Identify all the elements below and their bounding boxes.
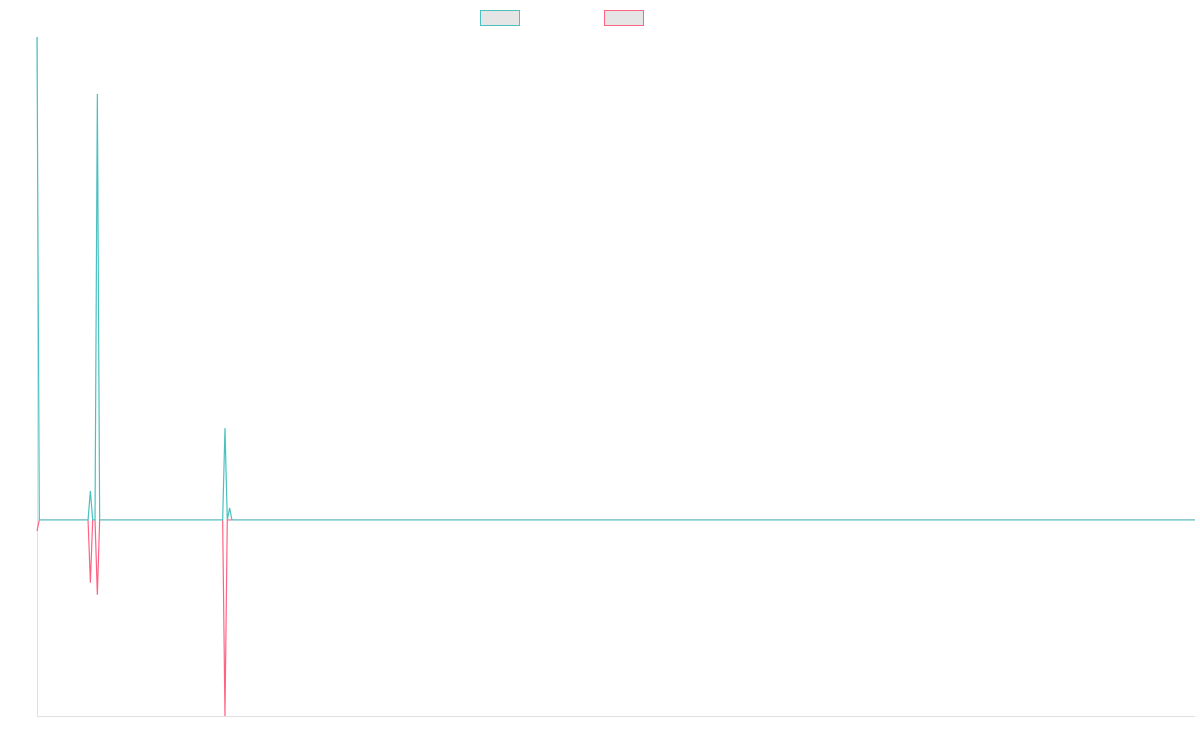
series-line-1 [36, 36, 1195, 521]
legend-swatch-series-2[interactable] [604, 10, 644, 26]
series-line-2 [36, 519, 1195, 717]
legend-swatch-series-1[interactable] [480, 10, 520, 26]
